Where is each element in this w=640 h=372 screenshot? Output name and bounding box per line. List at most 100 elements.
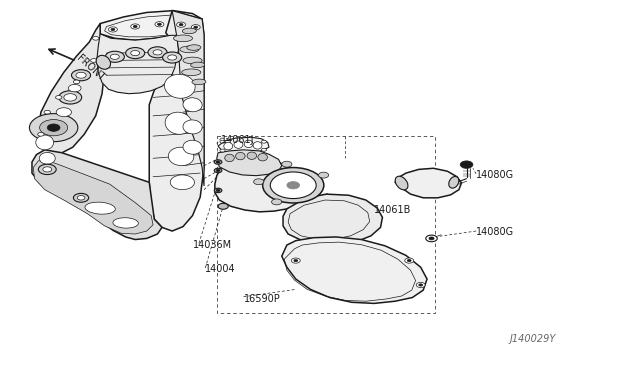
Circle shape	[74, 193, 89, 202]
Circle shape	[282, 161, 292, 167]
Circle shape	[220, 149, 225, 152]
Polygon shape	[33, 160, 153, 234]
Circle shape	[319, 172, 329, 178]
Circle shape	[38, 132, 44, 136]
Circle shape	[291, 258, 300, 263]
Ellipse shape	[180, 46, 199, 53]
Circle shape	[460, 161, 473, 168]
Polygon shape	[149, 11, 204, 231]
Circle shape	[64, 94, 77, 101]
Ellipse shape	[192, 79, 206, 85]
Circle shape	[59, 91, 82, 104]
Circle shape	[91, 59, 97, 62]
Text: FRONT: FRONT	[75, 53, 106, 83]
Ellipse shape	[183, 120, 202, 134]
Circle shape	[214, 188, 222, 193]
Ellipse shape	[191, 62, 205, 68]
Ellipse shape	[165, 112, 192, 134]
Circle shape	[216, 169, 220, 171]
Circle shape	[270, 172, 316, 199]
Ellipse shape	[182, 69, 201, 76]
Circle shape	[261, 140, 266, 143]
Ellipse shape	[253, 142, 262, 149]
Circle shape	[163, 52, 182, 63]
Circle shape	[131, 51, 140, 56]
Text: 16590P: 16590P	[244, 294, 280, 304]
Circle shape	[191, 25, 200, 30]
Ellipse shape	[183, 98, 202, 112]
Polygon shape	[172, 11, 204, 186]
Ellipse shape	[168, 147, 194, 166]
Ellipse shape	[170, 175, 195, 190]
Circle shape	[40, 119, 68, 136]
Circle shape	[218, 203, 228, 209]
Circle shape	[261, 148, 266, 151]
Circle shape	[287, 182, 300, 189]
Circle shape	[110, 54, 119, 60]
Circle shape	[294, 260, 298, 262]
Ellipse shape	[244, 140, 253, 148]
Circle shape	[214, 168, 222, 173]
Ellipse shape	[449, 176, 459, 188]
Ellipse shape	[183, 57, 202, 64]
Ellipse shape	[395, 176, 408, 190]
Ellipse shape	[187, 45, 201, 50]
Ellipse shape	[164, 74, 195, 98]
Circle shape	[76, 72, 86, 78]
Circle shape	[43, 167, 52, 172]
Circle shape	[153, 50, 162, 55]
Text: 14061B: 14061B	[374, 205, 412, 215]
Circle shape	[426, 235, 437, 242]
Circle shape	[105, 51, 124, 62]
Ellipse shape	[224, 142, 233, 150]
Circle shape	[179, 23, 183, 26]
Text: 14080G: 14080G	[476, 227, 515, 237]
Circle shape	[68, 84, 81, 92]
Ellipse shape	[236, 153, 245, 160]
Polygon shape	[283, 194, 383, 244]
Circle shape	[168, 55, 177, 60]
Circle shape	[29, 113, 78, 142]
Polygon shape	[282, 237, 427, 304]
Circle shape	[216, 161, 220, 163]
Circle shape	[72, 70, 91, 81]
Circle shape	[74, 80, 80, 84]
Circle shape	[214, 160, 222, 164]
Text: J140029Y: J140029Y	[509, 334, 556, 344]
Polygon shape	[395, 168, 461, 198]
Polygon shape	[32, 150, 162, 240]
Polygon shape	[215, 153, 308, 212]
Circle shape	[407, 260, 411, 262]
Circle shape	[131, 24, 140, 29]
Circle shape	[194, 26, 198, 28]
Polygon shape	[97, 34, 179, 94]
Polygon shape	[217, 150, 282, 176]
Ellipse shape	[96, 55, 111, 69]
Ellipse shape	[183, 140, 202, 154]
Ellipse shape	[182, 28, 196, 34]
Ellipse shape	[39, 153, 55, 164]
Polygon shape	[100, 11, 202, 40]
Circle shape	[429, 237, 434, 240]
Text: 14061J: 14061J	[221, 135, 255, 145]
Polygon shape	[38, 23, 104, 154]
Circle shape	[56, 108, 72, 116]
Circle shape	[416, 282, 425, 288]
Circle shape	[157, 23, 161, 25]
Polygon shape	[218, 137, 269, 154]
Circle shape	[125, 48, 145, 59]
Circle shape	[56, 96, 62, 99]
Circle shape	[38, 164, 56, 174]
Circle shape	[404, 258, 413, 263]
Circle shape	[108, 27, 117, 32]
Circle shape	[419, 284, 422, 286]
Circle shape	[77, 196, 85, 200]
Circle shape	[148, 47, 167, 58]
Circle shape	[220, 140, 225, 143]
Circle shape	[155, 22, 164, 27]
Text: 14080G: 14080G	[476, 170, 515, 180]
Circle shape	[44, 110, 51, 114]
Ellipse shape	[234, 141, 243, 148]
Circle shape	[262, 167, 324, 203]
Ellipse shape	[258, 154, 268, 161]
